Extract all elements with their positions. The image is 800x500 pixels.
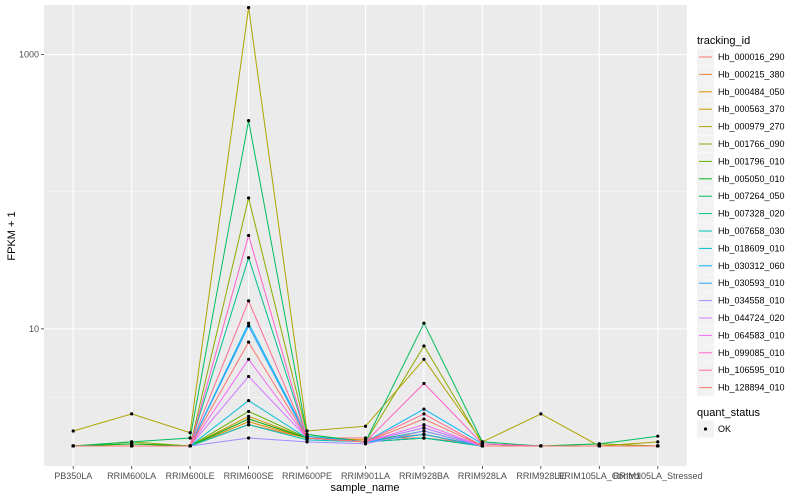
data-point xyxy=(246,420,251,424)
legend: tracking_id Hb_000016_290 Hb_000215_380 Hb… xyxy=(697,35,785,397)
legend2-point xyxy=(703,427,708,431)
data-point xyxy=(656,434,660,438)
x-tick-label: RRIM600SE xyxy=(224,471,274,481)
data-point xyxy=(422,407,426,411)
data-point xyxy=(363,440,368,444)
data-point xyxy=(188,444,192,448)
data-point xyxy=(305,429,309,433)
data-point xyxy=(305,440,309,444)
x-tick-label: RRIM928LA xyxy=(458,471,507,481)
x-tick-label: RRIM105LA_Stressed xyxy=(613,471,703,481)
data-point xyxy=(71,444,75,448)
data-point xyxy=(246,321,251,325)
data-point xyxy=(246,409,251,414)
data-point xyxy=(188,431,192,435)
data-point xyxy=(422,321,426,325)
data-point xyxy=(246,374,251,379)
data-point xyxy=(246,256,251,260)
x-tick-label: RRIM600LE xyxy=(166,471,215,481)
data-point xyxy=(656,444,660,448)
data-point xyxy=(422,344,426,348)
y-tick-label: 10 xyxy=(29,324,39,334)
legend-label: Hb_007328_020 xyxy=(718,209,785,219)
x-tick-label: PB350LA xyxy=(54,471,92,481)
legend-label: Hb_128894_010 xyxy=(718,383,785,393)
data-points xyxy=(71,6,660,448)
legend-label: Hb_005050_010 xyxy=(718,174,785,184)
data-point xyxy=(422,436,426,440)
legend2-label: OK xyxy=(718,424,731,434)
legend-label: Hb_099085_010 xyxy=(718,348,785,358)
data-point xyxy=(539,444,543,448)
data-point xyxy=(71,429,75,433)
y-axis: 10 1000 xyxy=(19,50,44,334)
data-point xyxy=(246,340,251,344)
x-tick-label: RRIM928LE xyxy=(516,471,565,481)
data-point xyxy=(422,381,426,386)
data-point xyxy=(539,412,543,416)
data-point xyxy=(246,436,251,440)
data-point xyxy=(246,299,251,303)
legend-title: tracking_id xyxy=(697,35,750,47)
legend-label: Hb_106595_010 xyxy=(718,365,785,375)
legend2-title: quant_status xyxy=(697,407,760,419)
data-point xyxy=(422,417,426,421)
data-point xyxy=(130,444,134,448)
data-point xyxy=(246,233,251,238)
data-point xyxy=(246,398,251,403)
legend-label: Hb_030593_010 xyxy=(718,278,785,288)
data-point xyxy=(246,357,251,361)
data-point xyxy=(422,432,426,436)
data-point xyxy=(422,429,426,433)
data-point xyxy=(246,119,251,123)
data-point xyxy=(597,444,601,448)
data-point xyxy=(246,423,251,427)
x-tick-label: RRIM901LA xyxy=(341,471,390,481)
x-tick-label: RRIM600LA xyxy=(107,471,156,481)
data-point xyxy=(246,324,251,328)
legend-label: Hb_044724_020 xyxy=(718,313,785,323)
data-point xyxy=(422,426,426,430)
legend-label: Hb_064583_010 xyxy=(718,330,785,340)
legend-label: Hb_000016_290 xyxy=(718,52,785,62)
data-point xyxy=(130,412,134,416)
legend-label: Hb_030312_060 xyxy=(718,261,785,271)
data-point xyxy=(363,424,368,428)
data-point xyxy=(130,440,134,444)
legend-label: Hb_007264_050 xyxy=(718,191,785,201)
data-point xyxy=(422,412,426,416)
y-axis-title: FPKM + 1 xyxy=(6,211,18,260)
y-tick-label: 1000 xyxy=(19,50,39,60)
legend-label: Hb_034558_010 xyxy=(718,296,785,306)
data-point xyxy=(246,196,251,200)
legend-label: Hb_000563_370 xyxy=(718,104,785,114)
data-point xyxy=(422,357,426,361)
data-point xyxy=(246,417,251,421)
data-point xyxy=(480,444,485,448)
legend-label: Hb_000215_380 xyxy=(718,69,785,79)
legend-label: Hb_000979_270 xyxy=(718,122,785,132)
x-tick-label: RRIM928BA xyxy=(399,471,449,481)
x-tick-label: RRIM105LA_Control xyxy=(558,471,641,481)
data-point xyxy=(246,414,251,418)
legend-quant-status: quant_status OK xyxy=(697,407,760,438)
x-tick-label: RRIM600PE xyxy=(282,471,332,481)
major-gridlines xyxy=(44,5,687,466)
legend-label: Hb_001766_090 xyxy=(718,139,785,149)
x-axis-title: sample_name xyxy=(330,482,399,494)
legend-label: Hb_007658_030 xyxy=(718,226,785,236)
x-axis: PB350LA RRIM600LA RRIM600LE RRIM600SE RRIM60… xyxy=(54,466,703,481)
legend-label: Hb_001796_010 xyxy=(718,156,785,166)
data-point xyxy=(246,6,251,10)
data-point xyxy=(656,440,660,444)
data-point xyxy=(188,436,192,440)
legend-label: Hb_018609_010 xyxy=(718,243,785,253)
data-point xyxy=(422,423,426,427)
legend-label: Hb_000484_050 xyxy=(718,87,785,97)
data-point xyxy=(305,436,309,440)
